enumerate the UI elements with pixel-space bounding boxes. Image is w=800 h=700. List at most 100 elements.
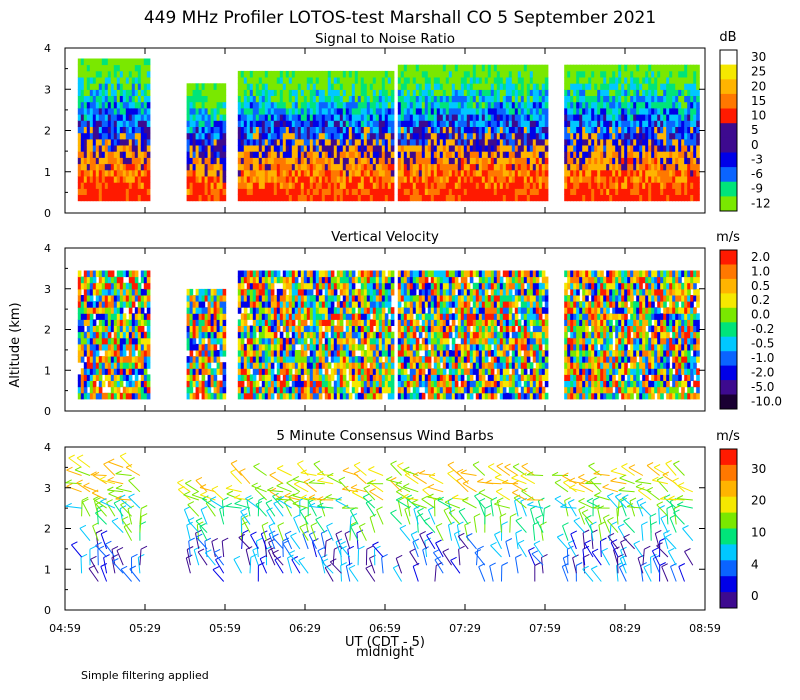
- snr-cell: [523, 70, 528, 78]
- vv-cell: [186, 301, 191, 308]
- snr-cell: [433, 151, 438, 158]
- snr-cell: [255, 163, 260, 171]
- vv-cell: [92, 325, 97, 333]
- snr-cell: [246, 77, 251, 84]
- snr-cell: [264, 126, 269, 134]
- snr-cell: [282, 163, 287, 171]
- snr-cell: [451, 157, 456, 165]
- snr-cell: [303, 70, 308, 78]
- snr-cell: [116, 108, 121, 115]
- snr-cell: [258, 132, 263, 140]
- snr-cell: [469, 188, 474, 195]
- snr-cell: [576, 70, 580, 78]
- snr-cell: [369, 108, 374, 115]
- snr-cell: [666, 89, 670, 96]
- vv-cell: [122, 301, 127, 308]
- snr-cell: [306, 132, 311, 140]
- vv-cell: [249, 307, 254, 314]
- snr-cell: [330, 83, 335, 90]
- snr-cell: [594, 138, 598, 146]
- snr-cell: [336, 77, 341, 84]
- snr-cell: [582, 95, 586, 103]
- snr-cell: [140, 138, 145, 146]
- snr-cell: [363, 188, 368, 195]
- snr-cell: [297, 120, 302, 127]
- snr-cell: [687, 77, 691, 84]
- snr-cell: [219, 176, 224, 183]
- snr-cell: [369, 151, 374, 158]
- snr-cell: [415, 151, 420, 158]
- snr-cell: [80, 188, 85, 195]
- snr-cell: [681, 77, 685, 84]
- snr-cell: [357, 126, 362, 134]
- snr-cell: [315, 138, 320, 146]
- snr-cell: [261, 108, 266, 115]
- vv-cell: [237, 337, 242, 345]
- snr-cell: [457, 176, 462, 183]
- snr-cell: [532, 157, 537, 165]
- vv-cell: [237, 282, 242, 290]
- snr-cell: [606, 188, 610, 195]
- snr-cell: [442, 120, 447, 127]
- snr-cell: [348, 151, 353, 158]
- snr-cell: [384, 101, 389, 109]
- snr-cell: [645, 132, 649, 140]
- snr-cell: [351, 120, 356, 127]
- snr-cell: [523, 145, 528, 152]
- snr-cell: [591, 132, 595, 140]
- snr-cell: [666, 163, 670, 171]
- snr-cell: [579, 114, 583, 121]
- snr-cell: [603, 83, 607, 90]
- snr-cell: [95, 64, 100, 72]
- snr-cell: [624, 132, 628, 140]
- snr-cell: [427, 132, 432, 140]
- snr-cell: [140, 145, 145, 152]
- snr-cell: [333, 83, 338, 90]
- snr-cell: [261, 114, 266, 121]
- snr-cell: [406, 163, 411, 171]
- snr-cell: [481, 176, 486, 183]
- snr-cell: [466, 89, 471, 96]
- snr-cell: [517, 194, 522, 202]
- snr-cell: [478, 182, 483, 189]
- snr-cell: [101, 163, 106, 171]
- snr-cell: [339, 120, 344, 127]
- vv-cell: [86, 276, 91, 284]
- vv-cell: [255, 356, 260, 363]
- snr-cell: [460, 95, 465, 103]
- snr-cell: [564, 77, 568, 84]
- snr-cell: [134, 70, 139, 78]
- snr-cell: [390, 182, 395, 189]
- colorbar-swatch: [720, 167, 737, 183]
- snr-cell: [424, 83, 429, 90]
- snr-cell: [237, 108, 242, 115]
- snr-cell: [663, 163, 667, 171]
- snr-cell: [294, 89, 299, 96]
- snr-cell: [282, 145, 287, 152]
- snr-cell: [427, 108, 432, 115]
- snr-cell: [535, 120, 540, 127]
- snr-cell: [612, 145, 616, 152]
- vv-cell: [261, 343, 266, 351]
- snr-cell: [636, 163, 640, 171]
- snr-cell: [83, 182, 88, 189]
- snr-cell: [463, 101, 468, 109]
- vv-cell: [89, 350, 94, 357]
- vv-cell: [119, 270, 124, 278]
- snr-cell: [630, 64, 634, 72]
- vv-cell: [128, 331, 133, 339]
- vv-cell: [98, 295, 103, 302]
- snr-cell: [412, 70, 417, 78]
- snr-cell: [439, 64, 444, 72]
- snr-cell: [463, 114, 468, 121]
- snr-cell: [582, 194, 586, 202]
- snr-cell: [131, 77, 136, 84]
- vv-cell: [252, 374, 257, 381]
- snr-cell: [363, 89, 368, 96]
- snr-cell: [648, 176, 652, 183]
- snr-cell: [490, 194, 495, 202]
- snr-cell: [140, 58, 145, 66]
- snr-cell: [333, 188, 338, 195]
- snr-cell: [579, 120, 583, 127]
- snr-cell: [140, 169, 145, 177]
